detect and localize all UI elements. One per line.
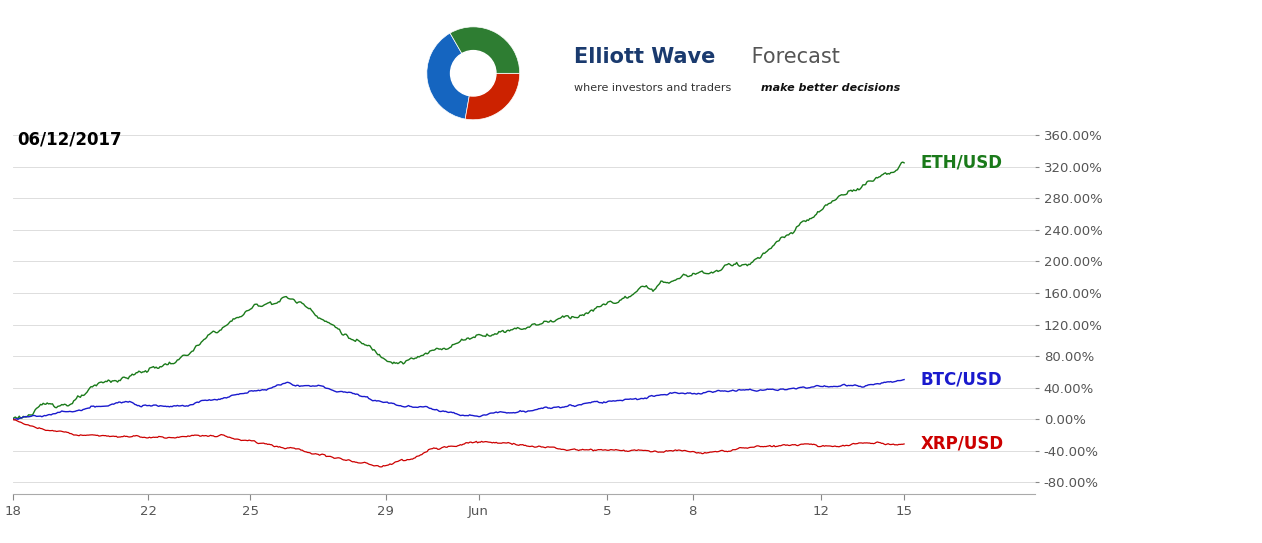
Circle shape xyxy=(451,50,496,96)
Text: where investors and traders: where investors and traders xyxy=(574,83,734,93)
Text: Elliott Wave: Elliott Wave xyxy=(574,47,716,67)
Wedge shape xyxy=(427,33,473,119)
Text: ETH/USD: ETH/USD xyxy=(921,154,1003,172)
Text: Forecast: Forecast xyxy=(745,47,839,67)
Wedge shape xyxy=(451,27,520,73)
Text: XRP/USD: XRP/USD xyxy=(921,435,1003,453)
Text: BTC/USD: BTC/USD xyxy=(921,370,1002,389)
Text: make better decisions: make better decisions xyxy=(761,83,900,93)
Text: 06/12/2017: 06/12/2017 xyxy=(18,131,122,149)
Wedge shape xyxy=(466,73,520,120)
